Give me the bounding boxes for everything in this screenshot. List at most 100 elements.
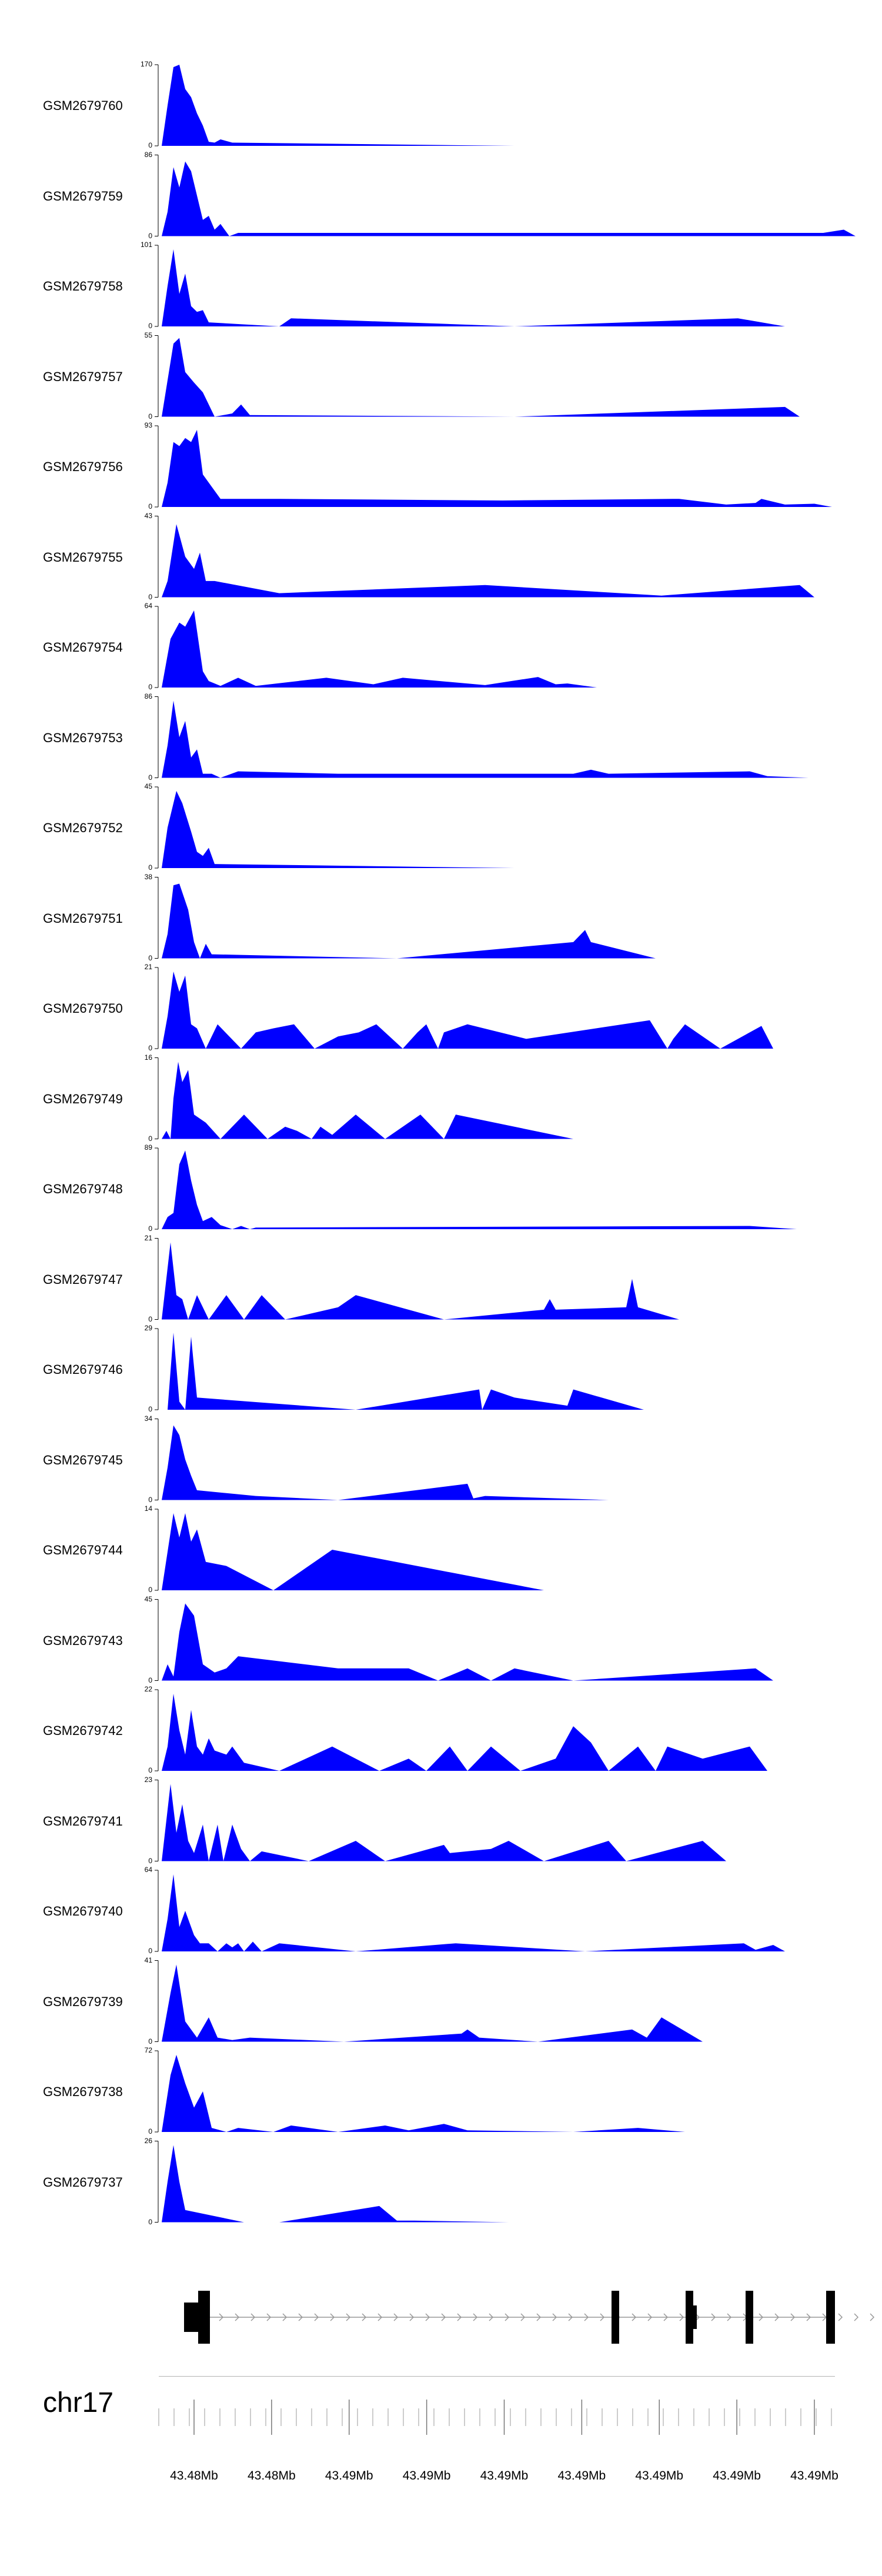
coverage-area-GSM2679752 xyxy=(162,790,514,868)
track-label: GSM2679739 xyxy=(43,1994,123,2009)
axis-tick-label: 43.49Mb xyxy=(480,2469,529,2482)
track-ymin-label: 0 xyxy=(148,1044,152,1052)
track-ymin-label: 0 xyxy=(148,1947,152,1955)
strand-arrow xyxy=(568,2313,573,2321)
coverage-area-GSM2679760 xyxy=(162,65,514,146)
strand-arrow xyxy=(727,2313,732,2321)
coverage-area-GSM2679759 xyxy=(162,161,856,236)
strand-arrow xyxy=(584,2313,589,2321)
track-ymin-label: 0 xyxy=(148,592,152,601)
strand-arrow xyxy=(409,2313,415,2321)
track-ymax-label: 45 xyxy=(144,782,152,790)
coverage-area-GSM2679755 xyxy=(162,524,814,598)
coverage-area-GSM2679738 xyxy=(162,2054,685,2132)
strand-arrow xyxy=(711,2313,716,2321)
strand-arrow xyxy=(552,2313,557,2321)
track-label: GSM2679750 xyxy=(43,1001,123,1016)
strand-arrow xyxy=(505,2313,510,2321)
axis-tick-label: 43.49Mb xyxy=(557,2469,606,2482)
coverage-area-GSM2679749 xyxy=(162,1062,573,1139)
track-ymax-label: 14 xyxy=(144,1504,152,1513)
strand-arrow xyxy=(441,2313,446,2321)
strand-arrow xyxy=(219,2313,224,2321)
track-ymax-label: 23 xyxy=(144,1775,152,1784)
strand-arrow xyxy=(266,2313,272,2321)
track-label: GSM2679737 xyxy=(43,2174,123,2190)
track-ymax-label: 64 xyxy=(144,602,152,610)
strand-arrow xyxy=(759,2313,764,2321)
track-ymax-label: 21 xyxy=(144,963,152,971)
track-ymax-label: 72 xyxy=(144,2046,152,2054)
track-ymax-label: 45 xyxy=(144,1594,152,1603)
strand-arrow xyxy=(489,2313,494,2321)
track-ymin-label: 0 xyxy=(148,1314,152,1323)
exon-block xyxy=(826,2291,835,2344)
strand-arrow xyxy=(314,2313,319,2321)
coverage-area-GSM2679750 xyxy=(162,971,773,1049)
exon-block xyxy=(612,2291,619,2344)
coverage-area-GSM2679737 xyxy=(162,2145,509,2223)
track-label: GSM2679756 xyxy=(43,459,123,474)
strand-arrow xyxy=(362,2313,367,2321)
track-label: GSM2679743 xyxy=(43,1633,123,1648)
track-label: GSM2679757 xyxy=(43,369,123,384)
track-ymin-label: 0 xyxy=(148,1766,152,1774)
track-label: GSM2679744 xyxy=(43,1543,123,1557)
track-ymax-label: 93 xyxy=(144,421,152,429)
track-ymin-label: 0 xyxy=(148,322,152,330)
track-ymax-label: 21 xyxy=(144,1233,152,1242)
axis-tick-label: 43.49Mb xyxy=(325,2469,373,2482)
strand-arrow xyxy=(790,2313,796,2321)
track-ymin-label: 0 xyxy=(148,2127,152,2135)
coverage-area-GSM2679748 xyxy=(162,1150,797,1229)
genome-axis xyxy=(158,2376,835,2435)
coverage-area-GSM2679744 xyxy=(162,1513,544,1590)
axis-tick-label: 43.49Mb xyxy=(635,2469,684,2482)
track-ymin-label: 0 xyxy=(148,1586,152,1594)
strand-arrow xyxy=(425,2313,430,2321)
coverage-area-GSM2679739 xyxy=(162,1964,703,2042)
track-ymin-label: 0 xyxy=(148,1856,152,1865)
track-label: GSM2679752 xyxy=(43,820,123,835)
track-ymin-label: 0 xyxy=(148,1676,152,1684)
track-ymax-label: 26 xyxy=(144,2136,152,2145)
track-label: GSM2679759 xyxy=(43,188,123,203)
strand-arrow xyxy=(473,2313,478,2321)
track-ymin-label: 0 xyxy=(148,1405,152,1413)
track-ymin-label: 0 xyxy=(148,1495,152,1504)
exon-block xyxy=(686,2291,693,2344)
strand-arrow xyxy=(600,2313,605,2321)
track-label: GSM2679755 xyxy=(43,549,123,565)
exon-block xyxy=(691,2305,697,2329)
strand-arrow xyxy=(298,2313,303,2321)
strand-arrow xyxy=(457,2313,462,2321)
strand-arrow xyxy=(282,2313,288,2321)
track-label: GSM2679758 xyxy=(43,279,123,293)
track-ymax-label: 29 xyxy=(144,1324,152,1332)
track-label: GSM2679741 xyxy=(43,1813,123,1828)
track-ymax-label: 16 xyxy=(144,1053,152,1062)
track-label: GSM2679740 xyxy=(43,1904,123,1918)
track-label: GSM2679746 xyxy=(43,1362,123,1377)
strand-arrow xyxy=(806,2313,811,2321)
track-ymax-label: 43 xyxy=(144,511,152,520)
track-ymax-label: 38 xyxy=(144,872,152,881)
axis-tick-label: 43.49Mb xyxy=(790,2469,838,2482)
axis-tick-label: 43.48Mb xyxy=(170,2469,218,2482)
track-ymax-label: 101 xyxy=(140,241,152,249)
track-ymin-label: 0 xyxy=(148,1224,152,1233)
track-ymin-label: 0 xyxy=(148,2037,152,2046)
track-ymin-label: 0 xyxy=(148,141,152,149)
strand-arrow xyxy=(330,2313,335,2321)
track-ymin-label: 0 xyxy=(148,502,152,510)
track-label: GSM2679753 xyxy=(43,730,123,745)
coverage-area-GSM2679758 xyxy=(162,249,785,326)
track-ymax-label: 86 xyxy=(144,692,152,700)
track-ymax-label: 64 xyxy=(144,1866,152,1874)
track-ymin-label: 0 xyxy=(148,683,152,691)
strand-arrow xyxy=(679,2313,684,2321)
track-ymin-label: 0 xyxy=(148,1134,152,1143)
strand-arrow xyxy=(663,2313,669,2321)
exon-block xyxy=(198,2291,210,2344)
